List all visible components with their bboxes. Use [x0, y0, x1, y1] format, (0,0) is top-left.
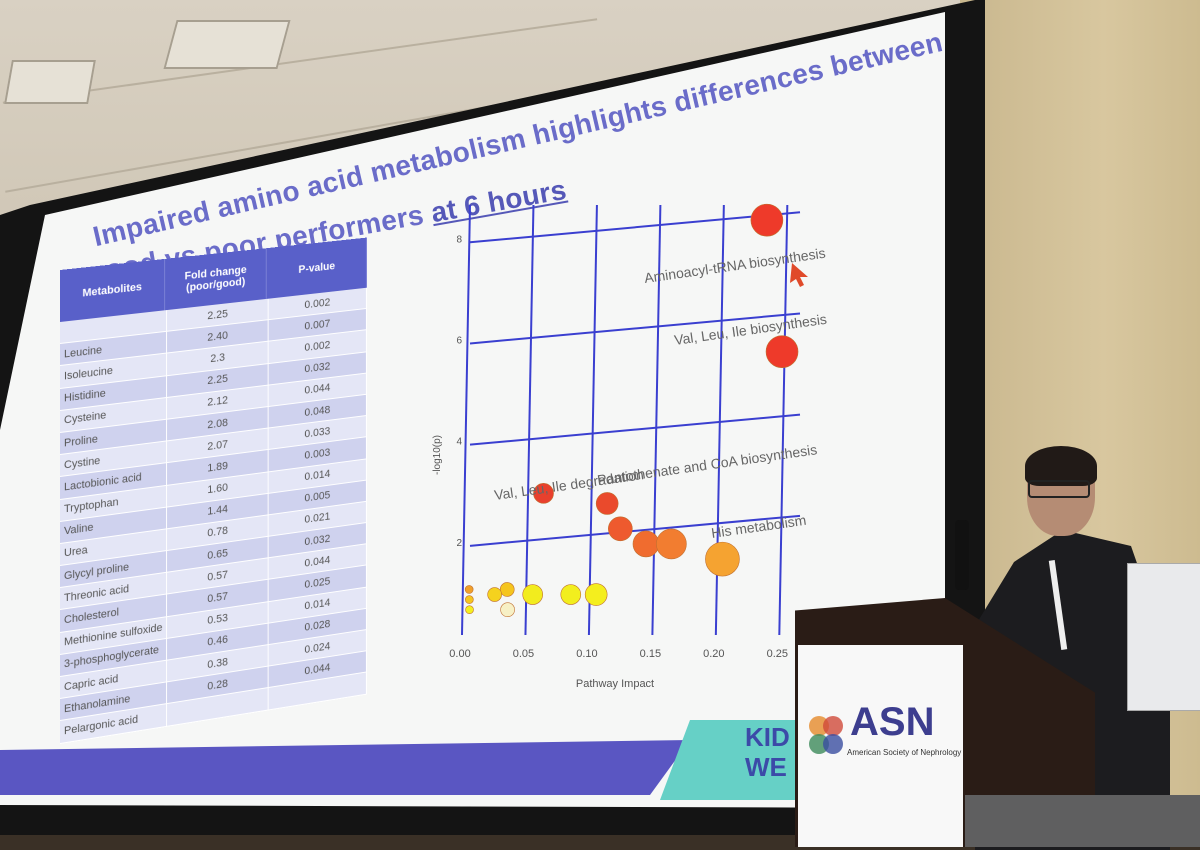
asn-subtitle: American Society of Nephrology: [847, 748, 961, 757]
y-tick-label: 6: [456, 335, 462, 346]
x-tick-label: 0.00: [449, 648, 470, 660]
pathway-annotation: Pantothenate and CoA biosynthesis: [596, 441, 818, 488]
data-point: [766, 336, 798, 368]
monitor: [1127, 563, 1200, 711]
ceiling-vent: [163, 20, 290, 69]
x-gridline: [525, 205, 533, 635]
pathway-annotation: Val, Leu, Ile biosynthesis: [673, 311, 828, 348]
data-point: [705, 542, 739, 576]
data-point: [466, 606, 474, 614]
y-gridline: [470, 415, 800, 445]
we-text: WE: [745, 752, 790, 782]
data-point: [501, 603, 515, 617]
data-point: [465, 585, 473, 593]
pathway-chart: 0.00 0.05 0.10 0.15 0.20 0.25 2 4 6 8 Pathway Impa…: [420, 195, 840, 695]
x-tick-label: 0.20: [703, 648, 724, 660]
data-point: [465, 596, 473, 604]
y-axis-label: -log10(p): [432, 435, 443, 475]
asn-wordmark: ASN: [850, 700, 934, 745]
data-point: [633, 531, 659, 557]
x-axis-label: Pathway Impact: [576, 678, 654, 690]
y-tick-label: 4: [456, 437, 462, 448]
data-point: [500, 582, 514, 596]
data-point: [523, 585, 543, 605]
glasses: [1028, 480, 1090, 498]
y-tick-label: 2: [456, 538, 462, 549]
x-gridline: [779, 205, 787, 635]
kidney-week-logo: KID WE: [745, 722, 790, 782]
pathway-annotation: His metabolism: [710, 512, 807, 541]
data-point: [751, 204, 783, 236]
data-point: [596, 492, 618, 514]
y-tick-label: 8: [456, 234, 462, 245]
x-gridline: [589, 205, 597, 635]
data-point: [608, 517, 632, 541]
x-tick-label: 0.15: [640, 648, 661, 660]
pointer-arrow-icon: [790, 263, 808, 287]
ceiling-light: [4, 60, 96, 104]
desk: [965, 795, 1200, 847]
pathway-scatter-plot: 0.00 0.05 0.10 0.15 0.20 0.25 2 4 6 8 Pathway Impa…: [420, 195, 840, 695]
kid-text: KID: [745, 722, 790, 752]
x-tick-label: 0.25: [767, 648, 788, 660]
data-point: [656, 529, 686, 559]
table-body: 2.25 0.002 Leucine 2.40 0.007 Isoleucine 2.3 0.…: [60, 288, 367, 744]
x-tick-label: 0.05: [513, 648, 534, 660]
y-gridline: [470, 212, 800, 242]
data-point: [561, 585, 581, 605]
microphone: [955, 520, 969, 590]
x-gridline: [462, 205, 470, 635]
data-point: [488, 588, 502, 602]
x-tick-label: 0.10: [576, 648, 597, 660]
asn-logo-icon: [806, 712, 846, 762]
metabolites-table: Metabolites Fold change (poor/good) P-va…: [60, 238, 367, 744]
data-point: [585, 584, 607, 606]
